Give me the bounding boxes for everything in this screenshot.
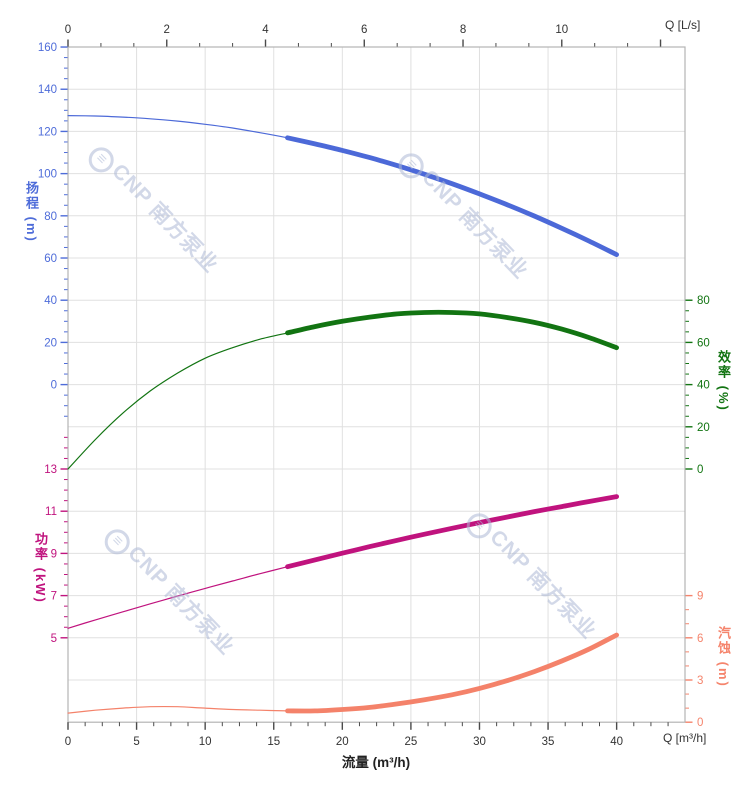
power-curve-bold	[285, 494, 619, 570]
npsh-curve-thin	[67, 705, 289, 714]
svg-text:100: 100	[38, 169, 57, 181]
top-axis-unit-label: Q [L/s]	[665, 18, 701, 32]
svg-text:9: 9	[697, 591, 703, 603]
svg-text:0: 0	[65, 736, 71, 748]
svg-text:0: 0	[697, 717, 703, 729]
head-curve	[67, 115, 619, 257]
svg-text:10: 10	[555, 24, 568, 36]
svg-text:40: 40	[697, 380, 710, 392]
svg-text:7: 7	[51, 591, 57, 603]
svg-text:80: 80	[697, 295, 710, 307]
svg-text:6: 6	[697, 633, 703, 645]
svg-text:60: 60	[697, 337, 710, 349]
svg-text:10: 10	[199, 736, 212, 748]
svg-text:15: 15	[267, 736, 280, 748]
svg-text:30: 30	[473, 736, 486, 748]
svg-text:160: 160	[38, 42, 57, 54]
axis-title-npsh: 汽蚀 (m)	[716, 626, 731, 688]
svg-text:11: 11	[45, 506, 57, 518]
svg-text:20: 20	[336, 736, 349, 748]
svg-text:5: 5	[51, 633, 57, 645]
efficiency-curve-thin	[67, 332, 289, 470]
head-curve-bold	[285, 135, 619, 257]
svg-text:0: 0	[51, 380, 57, 392]
power-curve-thin	[67, 566, 289, 629]
svg-text:40: 40	[610, 736, 623, 748]
axis-title-power: 功率 (kW)	[33, 532, 48, 604]
svg-text:80: 80	[44, 211, 57, 223]
top-axis: 0 2 4 6 8 10	[65, 24, 662, 47]
head-axis: 160 140 120 100 80 60 40 20 0	[38, 42, 68, 417]
efficiency-curve-bold	[285, 309, 619, 351]
svg-text:20: 20	[44, 337, 57, 349]
svg-text:25: 25	[405, 736, 418, 748]
npsh-curve	[67, 632, 619, 714]
bottom-axis: 0 5 10 15 20 25 30 35 40	[65, 722, 669, 748]
svg-text:9: 9	[51, 548, 57, 560]
power-curve	[67, 494, 619, 629]
power-axis: 13 11 9 7 5	[44, 436, 68, 645]
svg-text:6: 6	[361, 24, 367, 36]
gridlines	[68, 47, 685, 723]
axis-title-head: 扬程 (m)	[24, 181, 39, 243]
svg-text:60: 60	[44, 253, 57, 265]
svg-text:40: 40	[44, 295, 57, 307]
npsh-axis: 9 6 3 0	[685, 591, 703, 729]
svg-text:13: 13	[44, 464, 57, 476]
svg-text:5: 5	[133, 736, 139, 748]
svg-text:140: 140	[38, 84, 57, 96]
svg-text:4: 4	[262, 24, 269, 36]
svg-text:120: 120	[38, 126, 57, 138]
efficiency-curve	[67, 309, 619, 470]
svg-text:0: 0	[65, 24, 71, 36]
x-axis-title: 流量 (m³/h)	[341, 755, 411, 770]
head-curve-thin	[67, 115, 289, 139]
svg-text:20: 20	[697, 422, 710, 434]
svg-text:2: 2	[164, 24, 170, 36]
axis-title-efficiency: 效率 (%)	[716, 350, 731, 412]
svg-text:35: 35	[542, 736, 555, 748]
svg-text:8: 8	[460, 24, 466, 36]
efficiency-axis: 80 60 40 20 0	[685, 295, 710, 476]
svg-text:3: 3	[697, 675, 703, 687]
bottom-axis-unit-label: Q [m³/h]	[663, 731, 707, 745]
svg-text:0: 0	[697, 464, 703, 476]
npsh-curve-bold	[285, 632, 619, 714]
